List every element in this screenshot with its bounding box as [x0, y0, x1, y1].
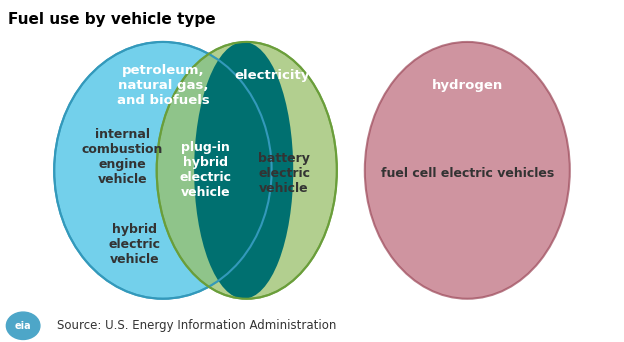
Text: hybrid
electric
vehicle: hybrid electric vehicle — [109, 223, 161, 266]
Text: battery
electric
vehicle: battery electric vehicle — [258, 152, 310, 195]
Text: petroleum,
natural gas,
and biofuels: petroleum, natural gas, and biofuels — [117, 64, 209, 107]
Ellipse shape — [157, 42, 337, 299]
Text: fuel cell electric vehicles: fuel cell electric vehicles — [381, 167, 554, 180]
Text: Fuel use by vehicle type: Fuel use by vehicle type — [7, 12, 215, 27]
Text: plug-in
hybrid
electric
vehicle: plug-in hybrid electric vehicle — [179, 141, 231, 199]
Text: internal
combustion
engine
vehicle: internal combustion engine vehicle — [82, 128, 163, 186]
Text: Source: U.S. Energy Information Administration: Source: U.S. Energy Information Administ… — [57, 319, 337, 332]
Ellipse shape — [54, 42, 271, 299]
Ellipse shape — [194, 42, 293, 299]
Text: electricity: electricity — [234, 69, 310, 82]
Ellipse shape — [365, 42, 570, 299]
Text: hydrogen: hydrogen — [432, 79, 503, 92]
